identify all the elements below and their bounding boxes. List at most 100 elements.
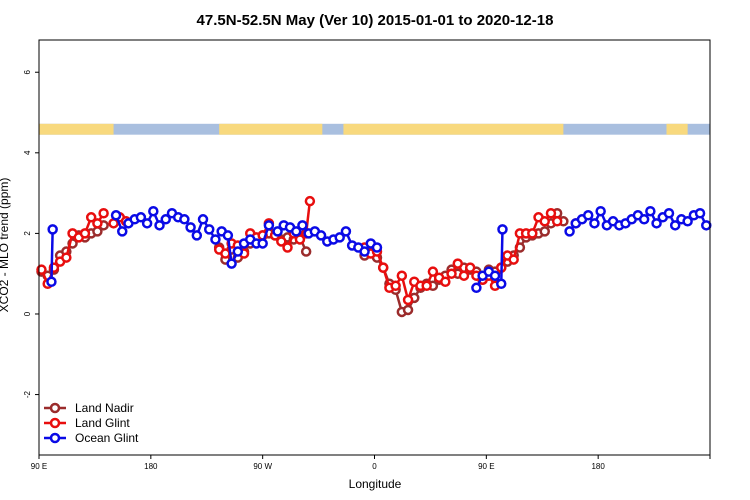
legend-label: Land Glint — [75, 416, 130, 430]
data-point — [232, 246, 244, 257]
data-point — [446, 268, 457, 279]
land-ocean-mask — [39, 123, 710, 135]
data-point — [545, 208, 557, 219]
legend-marker — [49, 417, 61, 429]
data-point — [141, 218, 153, 229]
y-tick-label: 2 — [23, 231, 32, 236]
data-point — [185, 222, 196, 233]
data-point — [47, 224, 58, 235]
data-point — [340, 226, 352, 237]
data-point — [682, 216, 693, 227]
data-point — [61, 252, 72, 263]
data-point — [300, 246, 312, 257]
data-point — [508, 254, 519, 265]
data-point — [263, 220, 275, 231]
data-point — [458, 270, 470, 281]
data-point — [148, 205, 159, 217]
data-point — [203, 224, 215, 235]
data-point — [304, 195, 316, 207]
series-segment — [50, 229, 54, 282]
land-band — [666, 123, 688, 135]
data-point — [226, 258, 237, 269]
legend-marker — [49, 402, 61, 414]
data-point — [276, 236, 287, 247]
data-point — [402, 304, 414, 316]
y-tick-label: 4 — [23, 150, 32, 155]
legend-label: Ocean Glint — [75, 431, 139, 445]
data-point — [551, 216, 563, 227]
data-point — [294, 234, 306, 245]
data-point — [489, 270, 501, 281]
x-tick-label: 180 — [591, 462, 605, 471]
data-point — [359, 246, 370, 257]
data-point — [669, 220, 681, 231]
data-point — [582, 210, 594, 221]
data-point — [282, 242, 293, 253]
x-tick-label: 90 E — [478, 462, 494, 471]
data-point — [315, 230, 327, 241]
data-point — [179, 214, 190, 225]
y-tick-label: -2 — [23, 390, 32, 398]
y-tick-label: 0 — [23, 311, 32, 316]
x-tick-label: 90 E — [31, 462, 47, 471]
legend-marker — [49, 432, 61, 444]
data-point — [539, 216, 550, 227]
data-point — [390, 280, 401, 292]
data-point — [191, 230, 203, 241]
data-point — [377, 262, 389, 273]
data-point — [110, 210, 122, 221]
data-point — [92, 218, 103, 229]
data-point — [701, 220, 712, 231]
x-axis: 90 E 180 90 W 0 90 E 180 — [31, 455, 711, 471]
data-point — [290, 226, 302, 237]
data-point — [527, 228, 538, 239]
series-ocean-glint — [46, 205, 712, 294]
y-tick-label: 6 — [23, 69, 32, 74]
data-point — [79, 228, 91, 239]
x-tick-label: 0 — [372, 462, 377, 471]
data-point — [297, 220, 308, 231]
data-point — [651, 218, 662, 229]
data-point — [694, 208, 706, 219]
data-point — [638, 214, 650, 225]
data-point — [497, 224, 508, 235]
x-tick-label: 90 W — [253, 462, 272, 471]
y-axis-label: XCO2 - MLO trend (ppm) — [0, 178, 11, 313]
data-point — [220, 248, 231, 259]
data-point — [46, 276, 57, 287]
data-point — [117, 226, 128, 237]
data-point — [495, 278, 507, 290]
data-point — [210, 234, 221, 245]
data-point — [272, 226, 283, 237]
legend-label: Land Nadir — [75, 401, 134, 415]
data-point — [98, 208, 109, 219]
data-point — [402, 294, 414, 306]
data-point — [222, 230, 234, 241]
data-point — [471, 282, 482, 294]
series-layer — [36, 195, 712, 318]
x-axis-label: Longitude — [349, 477, 402, 491]
x-tick-label: 180 — [144, 462, 158, 471]
data-point — [539, 226, 550, 237]
land-band — [39, 123, 114, 135]
data-point — [427, 266, 439, 277]
data-point — [645, 205, 656, 217]
data-point — [85, 212, 97, 223]
chart-title: 47.5N-52.5N May (Ver 10) 2015-01-01 to 2… — [197, 12, 554, 29]
data-point — [452, 258, 464, 269]
data-point — [135, 212, 147, 223]
data-point — [160, 214, 171, 225]
data-point — [421, 280, 432, 292]
data-point — [564, 226, 575, 237]
series-segment — [499, 229, 504, 284]
land-band — [219, 123, 323, 135]
data-point — [154, 220, 165, 231]
data-point — [396, 270, 408, 281]
data-point — [257, 238, 268, 249]
data-point — [371, 242, 383, 253]
data-point — [595, 205, 606, 217]
data-point — [663, 208, 675, 219]
data-point — [440, 276, 451, 287]
